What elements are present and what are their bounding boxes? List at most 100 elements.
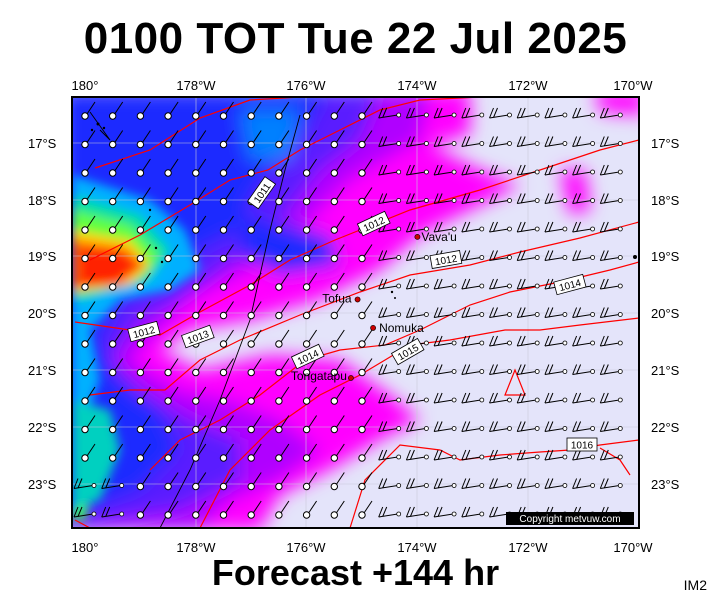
place-markers: Vava'u Tofua Nomuka Tongatapu	[291, 230, 457, 383]
calm-circle	[247, 340, 255, 348]
wind-barb	[572, 335, 595, 347]
wind-barb	[252, 130, 262, 143]
wind-barb	[516, 250, 540, 261]
wind-barb	[599, 193, 623, 204]
wind-barb	[280, 415, 290, 428]
wind-barb	[461, 250, 485, 261]
wind-barb	[405, 392, 429, 404]
calm-circle	[81, 311, 89, 320]
calm-circle	[358, 140, 366, 149]
calm-circle	[164, 454, 172, 462]
wind-barb	[544, 421, 568, 432]
wind-barb	[308, 386, 318, 400]
calm-circle	[109, 197, 117, 206]
wind-barb	[308, 130, 318, 143]
isobar-label: 1016	[566, 437, 598, 452]
calm-circle	[136, 425, 145, 434]
wind-barb	[114, 130, 124, 143]
lon-tick-top: 170°W	[613, 78, 653, 93]
wind-barb	[599, 136, 623, 147]
wind-barb	[544, 364, 568, 375]
wind-barb	[489, 392, 512, 404]
calm-circle	[219, 112, 228, 120]
lat-tick-left: 18°S	[28, 193, 57, 208]
calm-circle	[358, 482, 366, 491]
place-name: Vava'u	[421, 230, 456, 244]
wind-barb	[378, 307, 402, 318]
wind-barb	[114, 187, 124, 200]
calm-circle	[81, 197, 89, 206]
lat-tick-left: 17°S	[28, 136, 57, 151]
wind-barb	[378, 164, 402, 176]
calm-circle	[136, 311, 145, 320]
place-name: Tofua	[322, 291, 352, 305]
calm-circle	[219, 511, 228, 519]
wind-barb	[489, 478, 512, 489]
wind-barb	[86, 101, 96, 115]
wind-barb	[141, 301, 151, 314]
calm-circle	[192, 283, 200, 291]
wind-barb	[141, 130, 151, 143]
calm-circle	[81, 397, 89, 405]
copyright-text: Copyright metvuw.com	[519, 514, 620, 525]
wind-barb	[308, 443, 318, 457]
calm-circle	[219, 454, 228, 462]
calm-circle	[358, 112, 366, 120]
wind-barb	[489, 136, 512, 147]
wind-barb	[308, 472, 318, 485]
wind-barb	[141, 187, 151, 200]
calm-circle	[109, 112, 117, 120]
wind-barb	[544, 193, 568, 204]
wind-barb	[308, 244, 318, 257]
wind-barb	[378, 421, 402, 432]
calm-circle	[81, 254, 89, 263]
wind-barb	[141, 272, 151, 286]
calm-circle	[358, 169, 366, 177]
calm-circle	[164, 311, 172, 320]
wind-barb	[363, 187, 373, 200]
lat-tick-right: 17°S	[651, 136, 680, 151]
calm-circle	[81, 169, 89, 177]
wind-barb	[280, 101, 290, 115]
wind-barb	[169, 187, 179, 200]
wind-barb	[378, 478, 402, 489]
wind-barb	[378, 250, 402, 261]
wind-barb	[141, 415, 151, 428]
wind-barb	[141, 158, 151, 172]
calm-circle	[136, 511, 145, 519]
wind-barb	[335, 187, 345, 200]
wind-barb	[544, 392, 568, 404]
wind-barb	[169, 443, 179, 457]
calm-circle	[219, 482, 228, 491]
wind-barb	[86, 301, 96, 314]
calm-circle	[358, 197, 366, 206]
lon-tick-bottom: 174°W	[397, 540, 437, 555]
wind-barb	[405, 136, 429, 147]
wind-barb	[599, 421, 623, 432]
calm-circle	[109, 368, 117, 377]
wind-barb	[141, 386, 151, 400]
place-name: Nomuka	[379, 321, 424, 335]
wind-barb	[280, 500, 290, 514]
calm-circle	[302, 226, 311, 234]
wind-barb	[280, 472, 290, 485]
calm-circle	[247, 482, 255, 491]
wind-barb	[114, 244, 124, 257]
calm-circle	[275, 283, 283, 291]
wind-barb	[378, 278, 402, 290]
calm-circle	[219, 254, 228, 263]
place-marker	[370, 325, 376, 331]
lon-tick-top: 176°W	[286, 78, 326, 93]
calm-circle	[275, 425, 283, 434]
wind-barb	[169, 130, 179, 143]
wind-barb	[363, 301, 373, 314]
wind-barb	[489, 278, 512, 290]
wind-barb	[169, 244, 179, 257]
calm-circle	[109, 226, 117, 234]
wind-barb	[516, 221, 540, 233]
wind-barb	[114, 329, 124, 343]
wind-barb	[461, 335, 485, 347]
wind-barb	[86, 187, 96, 200]
wind-barb	[433, 221, 457, 233]
